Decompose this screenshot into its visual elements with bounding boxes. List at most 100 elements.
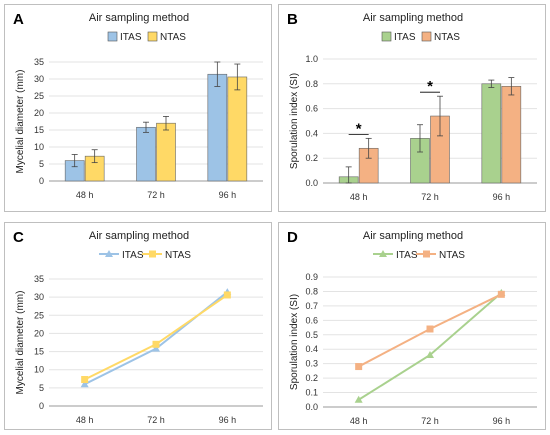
y-tick-label-a: 20 [34,108,44,118]
point-itas-c [80,380,89,388]
y-tick-label-b: 0.2 [305,153,318,163]
legend-label-itas-c: ITAS [122,250,144,261]
y-tick-label-d: 0.6 [305,315,318,325]
legend-swatch-itas-a [107,31,118,42]
chart-panel-c: C Air sampling method 0 5 10 15 20 25 30 35 Myceli… [4,222,272,430]
y-tick-label-a: 30 [34,74,44,84]
y-tick-label-d: 0.2 [305,373,318,383]
chart-panel-b: B Air sampling method 0.0 0.2 0.4 0.6 0.8 1.0 Sp… [278,4,546,212]
panel-label-a: A [13,11,24,28]
y-axis-label-b: Sporulation index (SI) [289,73,300,169]
y-tick-label-d: 0.7 [305,301,318,311]
chart-title-d: Air sampling method [363,230,463,242]
legend-marker-ntas-d [423,250,430,258]
y-tick-label-d: 0.1 [305,388,318,398]
y-tick-label-b: 1.0 [305,54,318,64]
x-tick-label-a: 48 h [76,190,94,200]
y-tick-label-d: 0.3 [305,359,318,369]
panel-label-d: D [287,229,298,246]
y-tick-label-d: 0.9 [305,272,318,282]
chart-title-b: Air sampling method [363,12,463,24]
y-tick-label-d: 0.0 [305,402,318,412]
x-tick-label-d: 96 h [493,416,511,426]
legend-marker-itas-d [379,250,387,257]
x-tick-label-c: 48 h [76,415,94,425]
legend-marker-itas-c [105,250,113,257]
point-ntas-d [355,363,363,371]
point-itas-d [426,351,434,358]
significance-marker-b: * [356,120,362,137]
y-tick-label-c: 5 [39,383,44,393]
legend-swatch-itas-b [381,31,392,42]
y-tick-label-c: 0 [39,401,44,411]
y-tick-label-c: 25 [34,310,44,320]
y-tick-label-c: 10 [34,365,44,375]
point-itas-c [152,344,160,352]
legend-swatch-ntas-a [147,31,158,42]
chart-title-c: Air sampling method [89,230,189,242]
series-line-ntas-c [84,294,228,381]
series-line-itas-d [358,292,502,401]
y-tick-label-b: 0.0 [305,178,318,188]
x-tick-label-c: 96 h [219,415,237,425]
chart-a-svg: A Air sampling method 0 5 10 15 20 25 30 35 Myceli… [13,11,263,200]
y-tick-label-a: 10 [34,142,44,152]
x-tick-label-b: 96 h [493,192,511,202]
point-ntas-c [223,291,231,299]
x-tick-label-a: 72 h [147,190,165,200]
x-tick-label-b: 48 h [350,192,368,202]
x-tick-label-b: 72 h [421,192,439,202]
legend-label-itas-b: ITAS [394,32,416,43]
y-tick-label-d: 0.4 [305,344,318,354]
legend-swatch-ntas-b [421,31,432,42]
chart-title-a: Air sampling method [89,12,189,24]
bar-itas-a [207,73,228,182]
x-tick-label-c: 72 h [147,415,165,425]
bar-itas-a [136,126,156,182]
y-tick-label-c: 30 [34,292,44,302]
x-tick-label-a: 96 h [219,190,237,200]
y-tick-label-a: 35 [34,57,44,67]
y-axis-label-a: Mycelial diameter (mm) [15,70,26,174]
chart-b-svg: B Air sampling method 0.0 0.2 0.4 0.6 0.8 1.0 Sp… [287,11,537,202]
series-line-itas-c [84,291,228,386]
y-tick-label-b: 0.4 [305,128,318,138]
y-axis-label-c: Mycelial diameter (mm) [15,291,26,395]
x-tick-label-d: 72 h [421,416,439,426]
bar-ntas-b [501,85,522,184]
y-tick-label-b: 0.8 [305,79,318,89]
y-tick-label-d: 0.8 [305,286,318,296]
significance-marker-b: * [427,78,433,95]
legend-marker-ntas-c [149,250,156,258]
legend-label-ntas-d: NTAS [439,250,465,261]
legend-label-itas-a: ITAS [120,32,142,43]
y-tick-label-a: 25 [34,91,44,101]
point-ntas-c [81,376,89,384]
panel-label-c: C [13,229,24,246]
x-tick-label-d: 48 h [350,416,368,426]
legend-label-ntas-b: NTAS [434,32,460,43]
chart-c-svg: C Air sampling method 0 5 10 15 20 25 30 35 Myceli… [13,229,263,425]
chart-panel-d: D Air sampling method 0.0 0.1 0.2 0.3 0.4 0.5 0.… [278,222,546,430]
y-tick-label-c: 15 [34,347,44,357]
y-tick-label-d: 0.5 [305,330,318,340]
chart-d-svg: D Air sampling method 0.0 0.1 0.2 0.3 0.4 0.5 0.… [287,229,537,426]
point-ntas-d [497,290,505,298]
y-tick-label-c: 20 [34,328,44,338]
y-axis-label-d: Sporulation index (SI) [289,294,300,390]
y-tick-label-c: 35 [34,274,44,284]
point-itas-d [354,395,363,403]
y-tick-label-a: 5 [39,159,44,169]
point-ntas-c [152,340,160,348]
y-tick-label-a: 0 [39,176,44,186]
y-tick-label-a: 15 [34,125,44,135]
legend-label-itas-d: ITAS [396,250,418,261]
bar-itas-b [481,83,502,184]
bar-ntas-a [156,122,176,182]
bar-ntas-a [227,76,248,182]
panel-label-b: B [287,11,298,28]
chart-panel-a: A Air sampling method 0 5 10 15 20 25 30 35 Myceli… [4,4,272,212]
point-ntas-d [426,325,434,333]
y-tick-label-b: 0.6 [305,104,318,114]
legend-label-ntas-a: NTAS [160,32,186,43]
